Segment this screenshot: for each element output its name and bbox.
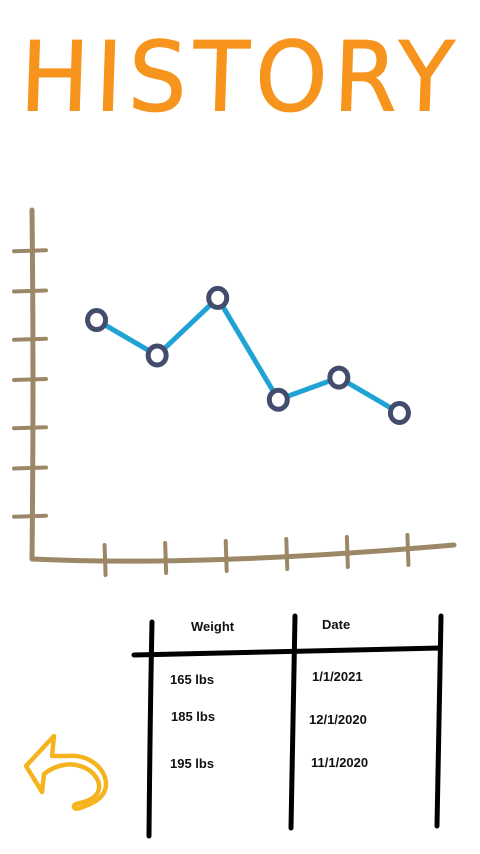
- y-tick: [12, 336, 48, 342]
- data-point: [206, 285, 230, 310]
- y-axis: [29, 207, 36, 562]
- table-row-2-weight: 185 lbs: [171, 709, 216, 724]
- x-tick: [102, 543, 108, 577]
- page-title: HISTORY: [18, 21, 462, 134]
- table-row-2-date: 12/1/2020: [309, 712, 367, 727]
- x-axis: [29, 542, 457, 564]
- x-tick: [405, 533, 411, 567]
- table-row-3-date: 11/1/2020: [311, 755, 369, 770]
- table-header-weight: Weight: [191, 619, 235, 634]
- table-header-date: Date: [322, 617, 351, 632]
- chart-series-line: [94, 295, 402, 416]
- data-point: [266, 387, 290, 412]
- back-arrow-icon: [23, 733, 109, 811]
- table-grid-lines: [131, 613, 444, 839]
- y-tick: [12, 513, 48, 519]
- table-row-1-weight: 165 lbs: [170, 672, 215, 687]
- y-tick: [12, 377, 48, 382]
- history-table: Weight Date 165 lbs 1/1/2021 185 lbs 12/…: [0, 600, 480, 854]
- series-line: [94, 295, 402, 416]
- x-tick: [223, 539, 229, 573]
- data-point: [145, 343, 169, 368]
- x-tick: [284, 537, 290, 571]
- x-tick: [163, 541, 169, 575]
- table-row-3-weight: 195 lbs: [170, 756, 215, 771]
- y-tick: [12, 248, 48, 254]
- y-tick: [12, 288, 48, 294]
- data-point: [85, 308, 109, 333]
- x-tick: [344, 535, 350, 569]
- data-point: [327, 365, 351, 390]
- y-tick: [12, 465, 48, 471]
- history-line-chart: [12, 207, 457, 577]
- y-tick: [12, 425, 48, 431]
- table-row-1-date: 1/1/2021: [312, 669, 363, 684]
- chart-points: [85, 285, 411, 425]
- data-point: [387, 400, 411, 425]
- chart-axes: [12, 207, 457, 577]
- back-button[interactable]: [14, 722, 110, 818]
